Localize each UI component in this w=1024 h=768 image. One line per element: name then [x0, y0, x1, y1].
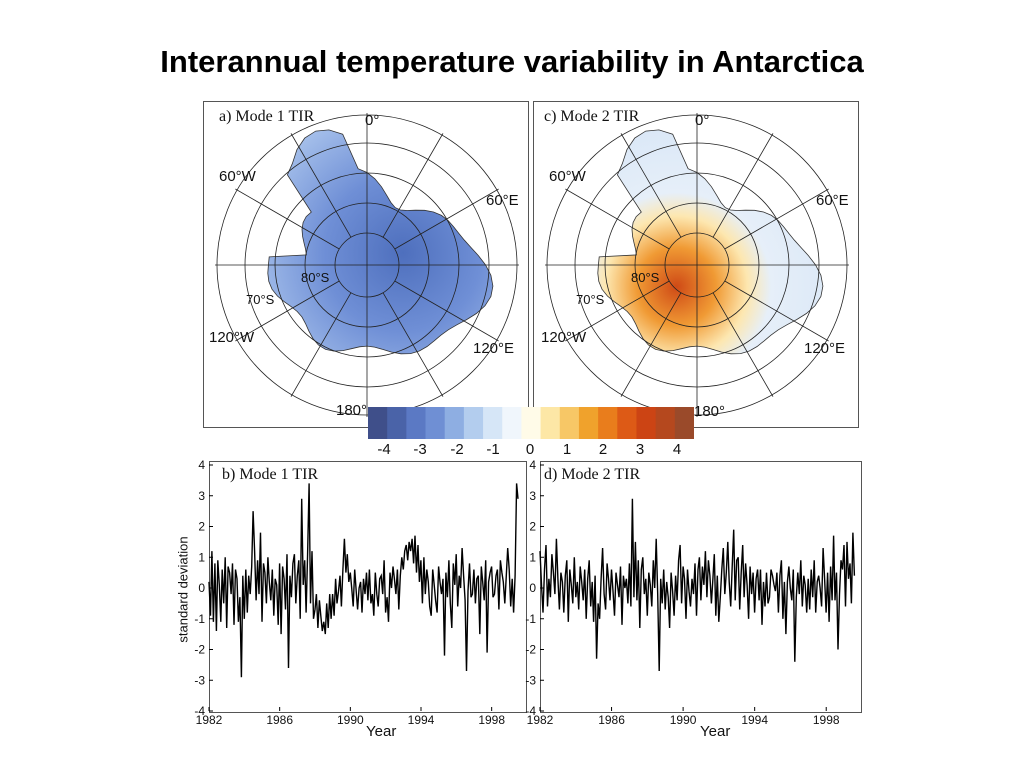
y-tick-label: 4	[529, 458, 536, 472]
timeseries-panel-label: d) Mode 2 TIR	[544, 466, 641, 483]
lat-label-70s: 70°S	[576, 292, 605, 307]
lon-label-60w: 60°W	[549, 168, 586, 185]
colorbar-swatch	[425, 407, 446, 439]
colorbar-tick-label: -1	[486, 441, 500, 458]
colorbar-swatch	[636, 407, 657, 439]
lon-label-60e: 60°E	[816, 192, 849, 209]
map-panel-label: c) Mode 2 TIR	[544, 108, 640, 125]
y-tick-label: 2	[198, 520, 205, 534]
y-axis-label: standard deviation	[175, 536, 191, 643]
lon-label-180: 180°	[694, 403, 726, 420]
lon-label-0: 0°	[365, 112, 380, 129]
colorbar-tick-label: -3	[413, 441, 427, 458]
x-axis-label-mode1: Year	[366, 723, 397, 740]
continent-shape	[597, 129, 824, 355]
colorbar-tick-label: 4	[672, 441, 682, 458]
lon-label-120w: 120°W	[209, 329, 255, 346]
colorbar-swatch	[655, 407, 676, 439]
lon-label-0: 0°	[695, 112, 710, 129]
colorbar-tick-label: 1	[562, 441, 572, 458]
lat-label-70s: 70°S	[246, 292, 275, 307]
map-panel-mode2: c) Mode 2 TIR 0° 60°W 60°E 120°W 120°E 8…	[533, 101, 859, 428]
x-tick-label: 1982	[527, 713, 554, 727]
x-axis-label-mode2: Year	[700, 723, 731, 740]
x-tick-label: 1998	[813, 713, 840, 727]
timeseries-panel-label: b) Mode 1 TIR	[222, 466, 319, 483]
y-tick-label: -1	[194, 612, 205, 626]
lon-label-180-mode1: 180°	[336, 402, 368, 419]
colorbar-tick-label: -2	[450, 441, 464, 458]
y-tick-label: 0	[198, 581, 205, 595]
colorbar-swatch	[617, 407, 637, 439]
y-tick-label: 2	[529, 520, 536, 534]
colorbar	[368, 407, 694, 439]
x-tick-label: 1990	[670, 713, 697, 727]
map-panel-label: a) Mode 1 TIR	[219, 108, 315, 125]
timeseries-panel-mode1: b) Mode 1 TIR	[209, 461, 527, 713]
colorbar-swatch	[521, 407, 542, 439]
lat-label-80s: 80°S	[301, 270, 330, 285]
y-tick-label: 3	[529, 489, 536, 503]
x-tick-label: 1986	[266, 713, 293, 727]
lon-label-60e: 60°E	[486, 192, 519, 209]
antarctica-map-mode2	[545, 113, 849, 417]
colorbar-swatch	[406, 407, 427, 439]
colorbar-swatch	[674, 407, 694, 439]
y-tick-label: 4	[198, 458, 205, 472]
y-tick-label: 1	[529, 550, 536, 564]
x-tick-label: 1994	[741, 713, 768, 727]
y-tick-label: -3	[194, 673, 205, 687]
x-tick-label: 1990	[337, 713, 364, 727]
x-tick-label: 1994	[408, 713, 435, 727]
map-panel-mode1: a) Mode 1 TIR 0° 60°W 60°E 120°W 120°E 8…	[203, 101, 529, 428]
colorbar-swatch	[387, 407, 407, 439]
colorbar-swatch	[578, 407, 599, 439]
y-tick-label: -2	[194, 643, 205, 657]
lon-label-60w: 60°W	[219, 168, 256, 185]
colorbar-tick-label: 0	[525, 441, 535, 458]
lon-label-120w: 120°W	[541, 329, 587, 346]
y-tick-label: -4	[194, 704, 205, 718]
x-tick-label: 1986	[598, 713, 625, 727]
colorbar-swatch	[463, 407, 484, 439]
colorbar-tick-label: 2	[598, 441, 608, 458]
lon-label-120e: 120°E	[473, 340, 515, 357]
colorbar-swatch	[502, 407, 522, 439]
colorbar-swatch	[598, 407, 618, 439]
x-tick-label: 1998	[478, 713, 505, 727]
graticule-lines	[215, 113, 519, 417]
x-tick-label: 1982	[196, 713, 223, 727]
colorbar-swatch	[444, 407, 465, 439]
colorbar-tick-label: -4	[377, 441, 391, 458]
slide-title: Interannual temperature variability in A…	[160, 44, 864, 79]
colorbar-swatch	[540, 407, 561, 439]
lon-label-120e: 120°E	[804, 340, 846, 357]
colorbar-tick-label: 3	[635, 441, 645, 458]
continent-shape	[267, 129, 494, 355]
antarctica-map-mode1	[215, 113, 519, 417]
y-tick-label: 1	[198, 550, 205, 564]
y-tick-label: 0	[529, 581, 536, 595]
colorbar-swatch	[368, 407, 388, 439]
lat-label-80s: 80°S	[631, 270, 660, 285]
colorbar-swatch	[559, 407, 580, 439]
graticule-lines	[545, 113, 849, 417]
timeseries-panel-mode2: d) Mode 2 TIR	[540, 461, 862, 713]
y-tick-label: 3	[198, 489, 205, 503]
colorbar-swatch	[483, 407, 503, 439]
